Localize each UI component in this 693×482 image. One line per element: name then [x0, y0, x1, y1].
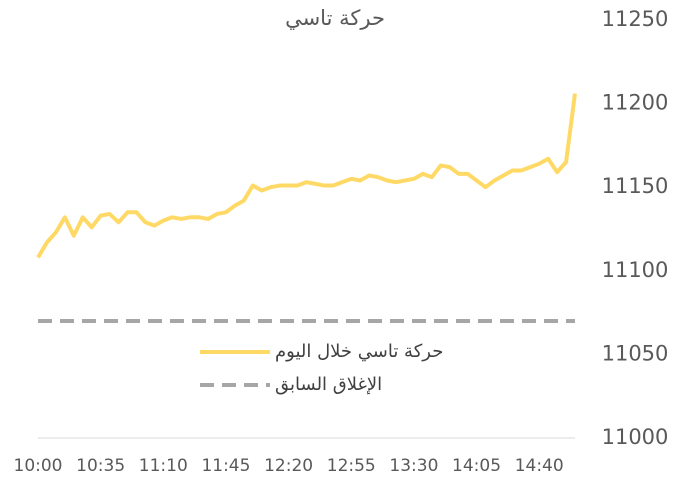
- y-tick-label: 11000: [602, 425, 669, 449]
- legend-label: حركة تاسي خلال اليوم: [275, 341, 443, 362]
- x-tick-label: 12:55: [327, 456, 376, 476]
- x-tick-label: 13:30: [389, 456, 438, 476]
- y-tick-label: 11250: [602, 7, 669, 31]
- x-tick-label: 10:00: [14, 456, 63, 476]
- y-tick-label: 11100: [602, 258, 669, 282]
- chart-title: حركة تاسي: [285, 6, 385, 30]
- y-tick-label: 11200: [602, 91, 669, 115]
- y-tick-label: 11150: [602, 174, 669, 198]
- x-tick-label: 11:10: [139, 456, 188, 476]
- y-tick-label: 11050: [602, 341, 669, 365]
- x-tick-label: 14:40: [515, 456, 564, 476]
- x-tick-label: 11:45: [201, 456, 250, 476]
- x-tick-label: 14:05: [452, 456, 501, 476]
- series-line: [36, 93, 577, 259]
- x-tick-label: 10:35: [76, 456, 125, 476]
- x-tick-label: 12:20: [264, 456, 313, 476]
- legend-label: الإغلاق السابق: [275, 374, 382, 395]
